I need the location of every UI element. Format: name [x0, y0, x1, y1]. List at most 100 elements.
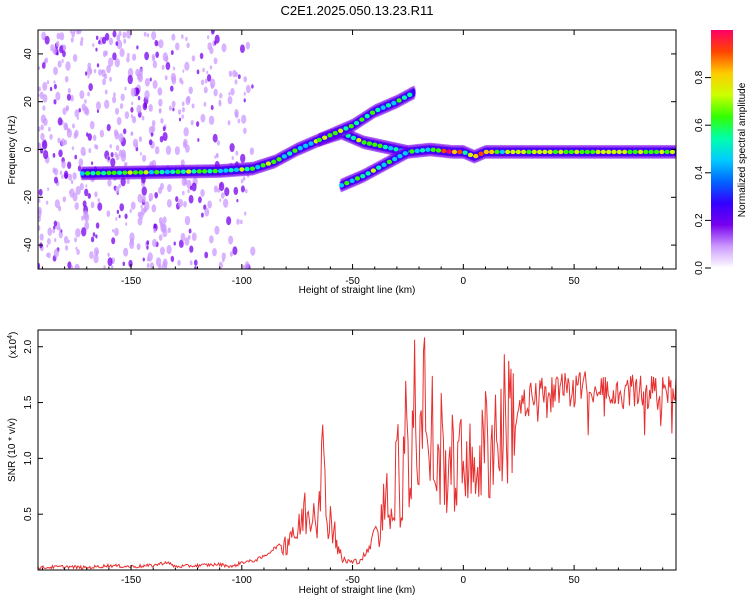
snr-frame: [37, 329, 677, 571]
noise-blob: [62, 107, 67, 115]
noise-blob: [236, 198, 239, 203]
trace-core: [531, 149, 537, 155]
noise-blob: [107, 257, 113, 267]
noise-blob: [206, 35, 210, 40]
noise-blob: [125, 222, 128, 226]
noise-blob: [56, 32, 61, 40]
trace-core: [303, 143, 309, 149]
trace-core: [338, 128, 344, 133]
noise-blob: [41, 140, 48, 150]
noise-blob: [82, 200, 87, 208]
trace-core: [265, 161, 271, 166]
noise-blob: [75, 185, 81, 196]
noise-blob: [127, 74, 133, 85]
noise-blob: [58, 226, 62, 232]
noise-blob: [55, 91, 61, 101]
noise-blob: [126, 56, 130, 63]
trace-core: [212, 168, 218, 174]
colorbar: 0.0 0.2 0.4 0.6 0.8 Normalized spectral ampl…: [694, 30, 748, 275]
noise-blob: [68, 173, 73, 181]
noise-blob: [125, 162, 128, 166]
noise-blob: [46, 238, 51, 245]
noise-blob: [38, 126, 41, 132]
noise-blob: [38, 262, 41, 269]
noise-blob: [87, 192, 91, 199]
noise-blob: [53, 83, 57, 90]
snr-panel: -150 -100 -50 0 50 0.5 1.0 1.5 2.0 Height of str…: [7, 329, 677, 596]
noise-blob: [94, 191, 98, 198]
noise-blob: [59, 170, 63, 176]
trace-core: [348, 123, 354, 129]
noise-blob: [158, 98, 163, 107]
noise-blob: [200, 113, 206, 123]
noise-blob: [245, 41, 251, 50]
noise-blob: [107, 179, 112, 187]
noise-blob: [200, 189, 205, 197]
noise-blob: [92, 134, 97, 141]
noise-blob: [161, 261, 168, 269]
trace-core: [542, 149, 548, 155]
trace-core: [563, 149, 569, 155]
noise-blob: [93, 247, 99, 256]
x-tick-label: -100: [232, 276, 252, 287]
x-tick-label: -150: [121, 276, 141, 287]
noise-blob: [188, 228, 192, 234]
noise-blob: [147, 252, 153, 262]
noise-blob: [142, 154, 147, 162]
noise-blob: [62, 196, 67, 203]
noise-blob: [72, 123, 75, 129]
trace-core: [393, 147, 399, 152]
noise-blob: [148, 139, 153, 146]
noise-blob: [84, 221, 90, 230]
noise-blob: [149, 77, 152, 82]
noise-blob: [244, 261, 250, 269]
noise-blob: [119, 48, 125, 58]
noise-blob: [196, 69, 200, 75]
noise-blob: [151, 53, 155, 60]
trace-core: [350, 135, 357, 141]
trace-core: [595, 149, 601, 155]
trace-core: [489, 149, 495, 155]
noise-blob: [67, 127, 71, 133]
noise-blob: [86, 66, 93, 76]
trace-core: [322, 135, 328, 140]
noise-blob: [170, 50, 174, 56]
noise-blob: [74, 154, 78, 160]
noise-blob: [119, 103, 124, 110]
noise-blob: [232, 246, 238, 256]
noise-blob: [54, 176, 59, 184]
trace-core: [90, 171, 96, 176]
noise-blob: [129, 240, 135, 249]
snr-series-line: [38, 337, 676, 570]
trace-core: [648, 149, 654, 155]
noise-blob: [116, 39, 123, 50]
trace-body: [412, 88, 416, 98]
noise-blob: [237, 118, 241, 124]
noise-blob: [110, 265, 114, 269]
noise-blob: [128, 259, 133, 268]
trace-core: [382, 144, 388, 150]
noise-blob: [168, 105, 172, 111]
noise-blob: [46, 244, 49, 248]
noise-blob: [162, 126, 166, 132]
noise-blob: [124, 86, 127, 91]
noise-blob: [60, 229, 63, 233]
y-tick-label: 20: [23, 96, 34, 108]
trace-core: [386, 159, 392, 165]
trace-core: [568, 149, 575, 155]
trace-core: [377, 143, 383, 149]
trace-core: [100, 170, 107, 176]
noise-blob: [213, 185, 218, 193]
trace-core: [180, 169, 186, 174]
trace-core: [600, 149, 606, 155]
noise-blob: [240, 185, 245, 193]
noise-blob: [53, 248, 59, 258]
noise-blob: [240, 153, 246, 163]
noise-blob: [244, 211, 247, 216]
noise-blob: [102, 78, 106, 86]
noise-blob: [83, 210, 89, 220]
noise-blob: [64, 123, 68, 131]
noise-blob: [244, 188, 248, 194]
noise-blob: [74, 109, 80, 118]
